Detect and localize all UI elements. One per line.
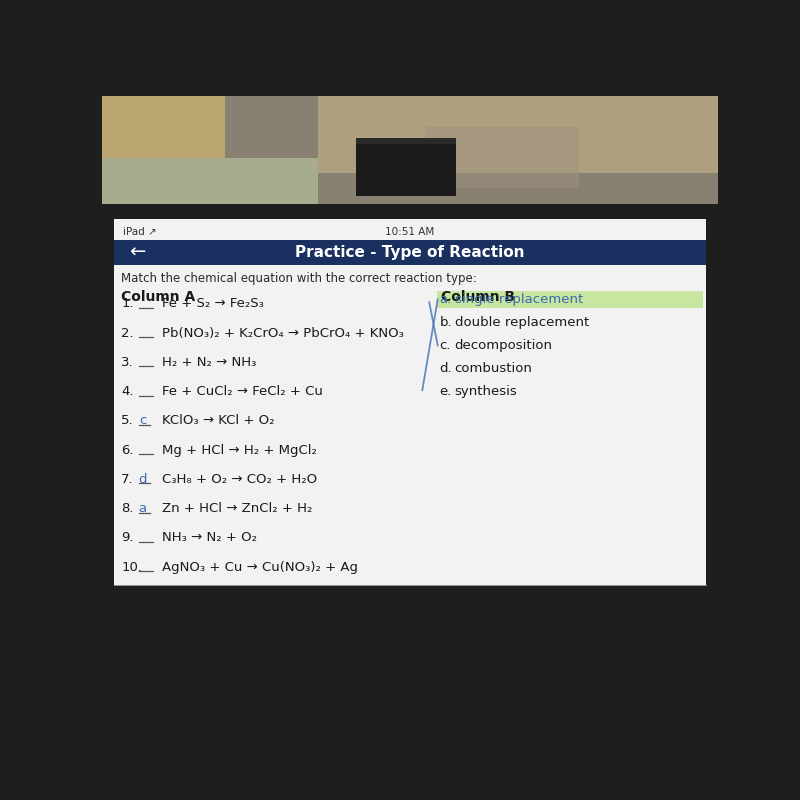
Text: Mg + HCl → H₂ + MgCl₂: Mg + HCl → H₂ + MgCl₂ (162, 444, 317, 457)
Text: ←: ← (129, 243, 146, 262)
Text: synthesis: synthesis (454, 385, 518, 398)
Text: b.: b. (439, 316, 452, 329)
Text: c.: c. (439, 339, 450, 352)
Text: Zn + HCl → ZnCl₂ + H₂: Zn + HCl → ZnCl₂ + H₂ (162, 502, 313, 515)
Text: d: d (138, 473, 147, 486)
Bar (356, 138, 456, 144)
Bar (102, 96, 226, 158)
Bar (102, 585, 718, 597)
Text: single replacement: single replacement (454, 293, 583, 306)
Text: a.: a. (439, 293, 451, 306)
Text: 5.: 5. (122, 414, 134, 427)
Text: H₂ + N₂ → NH₃: H₂ + N₂ → NH₃ (162, 356, 257, 369)
Text: AgNO₃ + Cu → Cu(NO₃)₂ + Ag: AgNO₃ + Cu → Cu(NO₃)₂ + Ag (162, 561, 358, 574)
Text: Column A: Column A (122, 290, 195, 304)
Bar (114, 219, 706, 585)
Text: NH₃ → N₂ + O₂: NH₃ → N₂ + O₂ (162, 531, 257, 545)
Bar (102, 219, 114, 589)
Text: combustion: combustion (454, 362, 533, 375)
Text: Practice - Type of Reaction: Practice - Type of Reaction (295, 245, 525, 260)
Bar (706, 219, 718, 589)
Text: 9.: 9. (122, 531, 134, 545)
Bar (318, 96, 718, 173)
Bar (114, 223, 706, 240)
Text: double replacement: double replacement (454, 316, 589, 329)
Bar (114, 240, 706, 265)
Bar (102, 204, 718, 223)
Text: KClO₃ → KCl + O₂: KClO₃ → KCl + O₂ (162, 414, 274, 427)
Text: 10.: 10. (122, 561, 142, 574)
Text: Fe + CuCl₂ → FeCl₂ + Cu: Fe + CuCl₂ → FeCl₂ + Cu (162, 385, 323, 398)
Text: 6.: 6. (122, 444, 134, 457)
Text: 1.: 1. (122, 298, 134, 310)
Text: 7.: 7. (122, 473, 134, 486)
Text: Pb(NO₃)₂ + K₂CrO₄ → PbCrO₄ + KNO₃: Pb(NO₃)₂ + K₂CrO₄ → PbCrO₄ + KNO₃ (162, 326, 404, 340)
Text: decomposition: decomposition (454, 339, 553, 352)
Bar (356, 138, 456, 196)
Text: a: a (138, 502, 147, 515)
Text: Fe + S₂ → Fe₂S₃: Fe + S₂ → Fe₂S₃ (162, 298, 264, 310)
Bar (426, 126, 579, 188)
Text: 2.: 2. (122, 326, 134, 340)
Text: C₃H₈ + O₂ → CO₂ + H₂O: C₃H₈ + O₂ → CO₂ + H₂O (162, 473, 317, 486)
Text: d.: d. (439, 362, 452, 375)
Text: Match the chemical equation with the correct reaction type:: Match the chemical equation with the cor… (122, 271, 477, 285)
Bar (102, 158, 318, 204)
Bar (102, 96, 718, 204)
Text: iPad ↗: iPad ↗ (122, 226, 157, 237)
Text: 4.: 4. (122, 385, 134, 398)
Text: 8.: 8. (122, 502, 134, 515)
Text: e.: e. (439, 385, 452, 398)
Text: 10:51 AM: 10:51 AM (386, 226, 434, 237)
Bar (437, 291, 702, 308)
Text: c: c (139, 414, 146, 427)
Text: Column B: Column B (441, 290, 515, 304)
Text: 3.: 3. (122, 356, 134, 369)
